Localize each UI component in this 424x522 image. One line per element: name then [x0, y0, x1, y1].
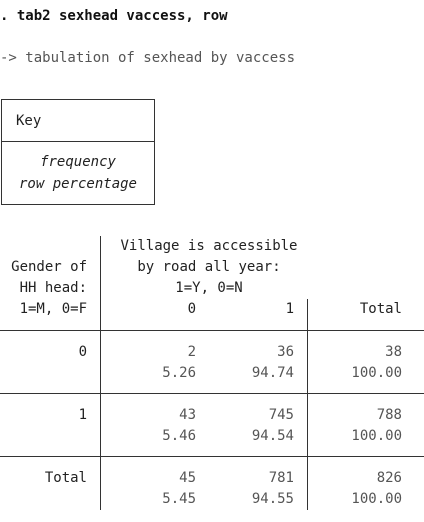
- freq-cell: 43: [179, 407, 196, 423]
- col-header-0: 0: [187, 301, 196, 317]
- pct-total-cell: 100.00: [351, 365, 402, 381]
- pct-total-cell: 100.00: [351, 428, 402, 444]
- pct-total-cell: 100.00: [351, 491, 402, 507]
- key-item-row-percentage: row percentage: [18, 176, 137, 192]
- key-divider: [2, 141, 154, 142]
- command-line: . tab2 sexhead vaccess, row: [0, 8, 228, 24]
- row-var-label-line-1: Gender of: [11, 259, 87, 275]
- header-rule: [0, 330, 424, 331]
- freq-cell: 45: [179, 470, 196, 486]
- col-var-label-line-3: 1=Y, 0=N: [175, 280, 243, 296]
- row-label-divider: [100, 236, 101, 510]
- total-rule: [0, 456, 424, 457]
- row-rule-1: [0, 393, 424, 394]
- freq-total-cell: 38: [385, 344, 402, 360]
- pct-cell: 94.54: [251, 428, 294, 444]
- col-header-1: 1: [285, 301, 294, 317]
- row-var-label-line-2: HH head:: [19, 280, 87, 296]
- col-var-label-line-2: by road all year:: [137, 259, 281, 275]
- key-title: Key: [16, 113, 42, 129]
- pct-cell: 5.46: [162, 428, 196, 444]
- freq-cell: 36: [277, 344, 294, 360]
- key-item-frequency: frequency: [40, 154, 116, 170]
- row-label: 0: [78, 344, 87, 360]
- freq-cell: 781: [268, 470, 294, 486]
- pct-cell: 94.55: [251, 491, 294, 507]
- pct-cell: 5.26: [162, 365, 196, 381]
- pct-cell: 94.74: [251, 365, 294, 381]
- row-label: 1: [78, 407, 87, 423]
- col-var-label-line-1: Village is accessible: [120, 238, 298, 254]
- key-box: Key frequency row percentage: [1, 99, 155, 205]
- total-row-label: Total: [44, 470, 87, 486]
- tabulation-subtitle: -> tabulation of sexhead by vaccess: [0, 50, 296, 66]
- total-column-divider: [307, 299, 308, 510]
- freq-cell: 745: [268, 407, 294, 423]
- pct-cell: 5.45: [162, 491, 196, 507]
- freq-cell: 2: [187, 344, 196, 360]
- row-var-label-line-3: 1=M, 0=F: [19, 301, 87, 317]
- freq-total-cell: 826: [376, 470, 402, 486]
- freq-total-cell: 788: [376, 407, 402, 423]
- col-header-total: Total: [359, 301, 402, 317]
